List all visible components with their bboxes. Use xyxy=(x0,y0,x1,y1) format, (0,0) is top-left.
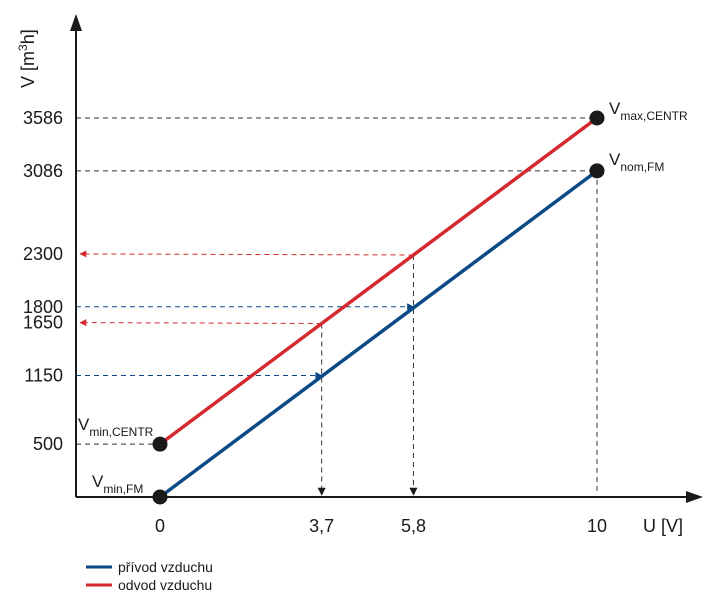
y-axis-label-superscript: 3 xyxy=(16,44,30,51)
y-axis-arrowhead xyxy=(70,14,82,31)
legend: přívod vzduchu odvod vzduchu xyxy=(86,559,213,593)
series-lines xyxy=(158,116,599,499)
point-label-sub: max,CENTR xyxy=(620,109,688,123)
point-label-max-centr: Vmax,CENTR xyxy=(609,99,688,123)
x-tick-label-2: 5,8 xyxy=(401,516,426,536)
series-line-supply xyxy=(158,169,599,499)
y-tick-label-0: 500 xyxy=(33,434,63,454)
y-tick-label-6: 3586 xyxy=(23,108,63,128)
point-label-sub: min,FM xyxy=(103,482,143,496)
x-tick-label-3: 10 xyxy=(587,516,607,536)
legend-label-supply: přívod vzduchu xyxy=(118,559,213,575)
point-label-main: V xyxy=(609,150,621,169)
series-line-exhaust xyxy=(158,116,599,446)
y-tick-label-2: 1650 xyxy=(23,313,63,333)
point-label-main: V xyxy=(78,415,90,434)
point-label-sub: nom,FM xyxy=(620,160,664,174)
point-marker-nom-fm xyxy=(589,163,605,179)
guide-lines xyxy=(76,117,598,496)
legend-label-exhaust: odvod vzduchu xyxy=(118,577,212,593)
x-tick-label-0: 0 xyxy=(155,516,165,536)
guide-exhaust-arrow-3 xyxy=(79,250,414,258)
y-tick-label-5: 3086 xyxy=(23,161,63,181)
y-tick-label-3: 1800 xyxy=(23,297,63,317)
y-axis-label-prefix: V [m xyxy=(18,51,38,88)
point-marker-min-centr xyxy=(152,436,168,452)
y-tick-label-4: 2300 xyxy=(23,244,63,264)
point-label-min-centr: Vmin,CENTR xyxy=(78,415,154,439)
x-axis-arrowhead xyxy=(686,491,703,503)
point-label-main: V xyxy=(609,99,621,118)
y-tick-label-1: 1150 xyxy=(24,365,63,385)
guide-exhaust-arrow-2 xyxy=(79,319,322,327)
y-axis-label-suffix: h] xyxy=(18,29,38,44)
x-tick-label-1: 3,7 xyxy=(309,516,334,536)
point-label-sub: min,CENTR xyxy=(89,425,153,439)
x-axis-label: U [V] xyxy=(643,516,683,536)
point-label-main: V xyxy=(92,472,104,491)
point-marker-min-fm xyxy=(152,489,168,505)
point-marker-max-centr xyxy=(589,110,605,126)
point-label-min-fm: Vmin,FM xyxy=(92,472,143,496)
y-axis-label: V [m3h] xyxy=(16,29,38,88)
point-label-nom-fm: Vnom,FM xyxy=(609,150,664,174)
